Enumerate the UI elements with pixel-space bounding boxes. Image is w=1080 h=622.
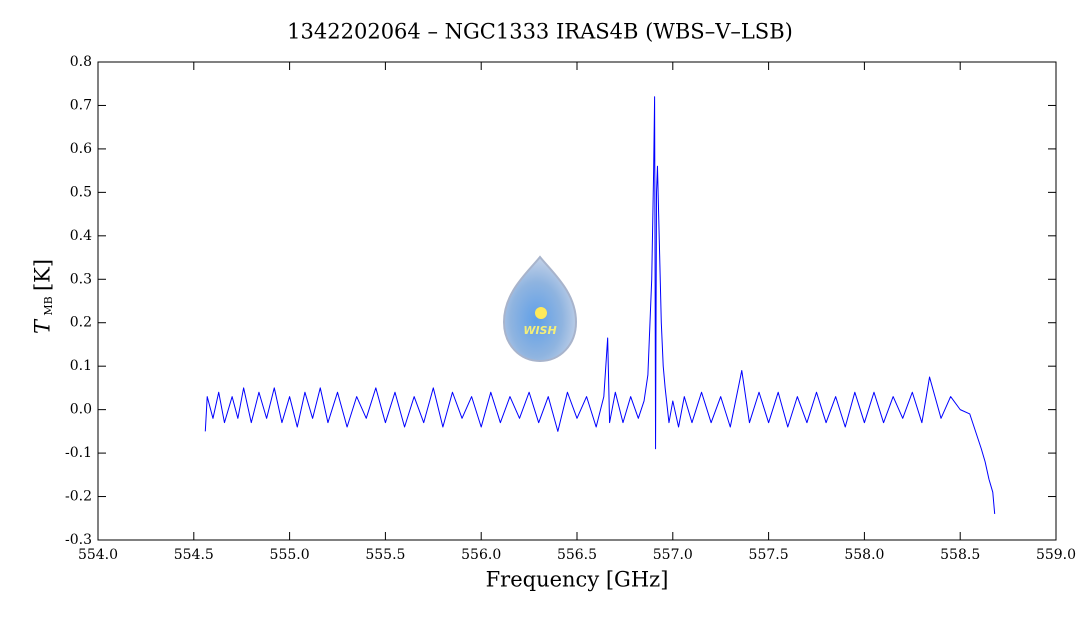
y-label-unit: [K] <box>31 259 55 291</box>
logo: WISH <box>502 255 578 363</box>
y-tick-label: 0.4 <box>70 228 92 244</box>
y-tick-label: 0.0 <box>70 402 92 418</box>
x-tick-label: 555.0 <box>270 547 310 563</box>
x-tick-label: 558.5 <box>940 547 980 563</box>
y-tick-label: 0.8 <box>70 54 92 70</box>
x-tick-label: 555.5 <box>365 547 405 563</box>
y-tick-label: -0.1 <box>65 445 92 461</box>
x-tick-label: 554.0 <box>78 547 118 563</box>
x-tick-label: 557.5 <box>749 547 789 563</box>
logo-text: WISH <box>523 324 556 337</box>
y-axis-label: T MB [K] <box>31 259 56 334</box>
y-tick-label: 0.3 <box>70 271 92 287</box>
plot-frame <box>97 61 1057 541</box>
y-tick-label: 0.1 <box>70 358 92 374</box>
y-label-subscript: MB <box>42 296 55 315</box>
y-tick-label: 0.7 <box>70 97 92 113</box>
y-tick-label: 0.5 <box>70 184 92 200</box>
x-axis-label: Frequency [GHz] <box>486 568 669 592</box>
x-tick-label: 556.5 <box>557 547 597 563</box>
y-tick-label: 0.6 <box>70 141 92 157</box>
chart-title: 1342202064 – NGC1333 IRAS4B (WBS–V–LSB) <box>287 20 793 44</box>
x-tick-label: 554.5 <box>174 547 214 563</box>
x-tick-label: 557.0 <box>653 547 693 563</box>
y-tick-label: -0.3 <box>65 532 92 548</box>
y-tick-label: 0.2 <box>70 315 92 331</box>
y-tick-label: -0.2 <box>65 489 92 505</box>
x-tick-label: 558.0 <box>844 547 884 563</box>
y-label-symbol: T <box>31 318 55 334</box>
spectrum-line <box>204 96 996 514</box>
x-tick-label: 556.0 <box>461 547 501 563</box>
x-tick-label: 559.0 <box>1036 547 1076 563</box>
